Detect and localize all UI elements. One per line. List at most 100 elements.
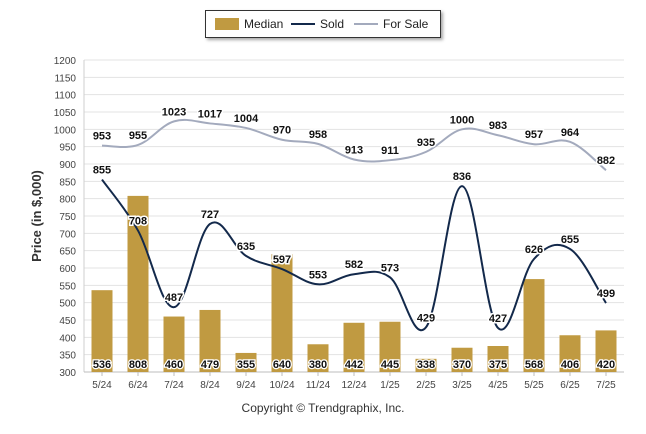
median-bar-10/24: [271, 254, 293, 372]
legend-sold-label: Sold: [320, 17, 344, 31]
sold-value-label-10/24: 597: [273, 254, 291, 266]
y-tick-label-300: 300: [59, 368, 76, 379]
median-value-label-12/24: 442: [345, 359, 363, 371]
y-tick-label-850: 850: [59, 177, 76, 188]
sold-value-label-7/24: 487: [165, 292, 183, 304]
x-tick-label-9/24: 9/24: [236, 380, 256, 391]
median-bar-3/25: [451, 347, 473, 372]
sold-value-label-5/24: 855: [93, 165, 111, 177]
x-tick-label-8/24: 8/24: [200, 380, 220, 391]
sold-value-label-8/24: 727: [201, 209, 219, 221]
y-tick-label-1100: 1100: [54, 91, 76, 102]
median-bar-7/24: [163, 316, 185, 372]
median-bar-2/25: [415, 358, 437, 372]
sold-value-label-3/25: 836: [453, 171, 471, 183]
legend-for-sale-label: For Sale: [383, 17, 429, 31]
sold-value-label-12/24: 582: [345, 259, 363, 271]
x-tick-label-5/25: 5/25: [524, 380, 544, 391]
x-tick-label-12/24: 12/24: [341, 380, 366, 391]
legend-median-swatch: [215, 18, 239, 30]
sold-value-label-1/25: 573: [381, 262, 399, 274]
y-tick-label-1050: 1050: [54, 108, 77, 119]
legend-median-label: Median: [244, 17, 283, 31]
median-value-label-10/24: 640: [273, 359, 291, 371]
y-tick-label-950: 950: [59, 143, 76, 154]
x-tick-label-1/25: 1/25: [380, 380, 400, 391]
median-value-label-4/25: 375: [489, 359, 507, 371]
for-sale-value-label-6/24: 955: [129, 130, 147, 142]
y-tick-label-900: 900: [59, 160, 76, 171]
median-value-label-2/25: 338: [417, 359, 435, 371]
sold-value-label-5/25: 626: [525, 244, 543, 256]
x-tick-label-7/25: 7/25: [596, 380, 616, 391]
for-sale-value-label-10/24: 970: [273, 125, 291, 137]
median-value-label-7/25: 420: [597, 359, 615, 371]
for-sale-value-label-8/24: 1017: [198, 108, 222, 120]
x-tick-label-4/25: 4/25: [488, 380, 508, 391]
for-sale-value-label-11/24: 958: [309, 129, 327, 141]
sold-value-label-9/24: 635: [237, 241, 255, 253]
median-value-label-11/24: 380: [309, 359, 327, 371]
sold-value-label-7/25: 499: [597, 288, 615, 300]
median-value-label-5/25: 568: [525, 359, 543, 371]
x-tick-label-10/24: 10/24: [269, 380, 294, 391]
median-bar-11/24: [307, 344, 329, 372]
median-bar-8/24: [199, 309, 221, 372]
legend-box: [205, 10, 441, 38]
y-tick-label-450: 450: [59, 316, 76, 327]
x-tick-label-7/24: 7/24: [164, 380, 184, 391]
median-value-label-9/24: 355: [237, 359, 255, 371]
median-bar-12/24: [343, 322, 365, 372]
for-sale-value-label-9/24: 1004: [234, 113, 259, 125]
for-sale-value-label-1/25: 911: [381, 145, 399, 157]
y-tick-label-650: 650: [59, 247, 76, 258]
sold-value-label-6/24: 708: [129, 216, 147, 228]
for-sale-value-label-7/25: 882: [597, 155, 615, 167]
sold-value-label-11/24: 553: [309, 269, 327, 281]
median-bar-5/24: [91, 290, 113, 372]
for-sale-value-label-7/24: 1023: [162, 106, 186, 118]
x-tick-label-6/24: 6/24: [128, 380, 148, 391]
for-sale-value-label-6/25: 964: [561, 127, 580, 139]
for-sale-value-label-2/25: 935: [417, 137, 435, 149]
median-value-label-3/25: 370: [453, 359, 471, 371]
y-tick-label-600: 600: [59, 264, 76, 275]
x-tick-label-2/25: 2/25: [416, 380, 436, 391]
y-tick-label-750: 750: [59, 212, 76, 223]
median-bar-1/25: [379, 321, 401, 372]
for-sale-line: [101, 118, 607, 172]
sold-value-label-2/25: 429: [417, 312, 435, 324]
y-tick-label-800: 800: [59, 195, 76, 206]
y-tick-label-1150: 1150: [54, 73, 76, 84]
y-tick-label-1200: 1200: [54, 56, 77, 67]
for-sale-value-label-3/25: 1000: [450, 114, 474, 126]
x-tick-label-5/24: 5/24: [92, 380, 112, 391]
median-value-label-5/24: 536: [93, 359, 111, 371]
sold-line: [101, 179, 607, 332]
median-value-label-8/24: 479: [201, 359, 219, 371]
y-tick-label-550: 550: [59, 281, 76, 292]
y-tick-label-500: 500: [59, 299, 76, 310]
for-sale-value-label-5/25: 957: [525, 129, 543, 141]
y-axis-label: Price (in $,000): [29, 170, 44, 262]
x-tick-label-11/24: 11/24: [306, 380, 331, 391]
for-sale-value-label-4/25: 983: [489, 120, 507, 132]
y-tick-label-1000: 1000: [54, 125, 77, 136]
median-value-label-7/24: 460: [165, 359, 183, 371]
y-tick-label-400: 400: [59, 333, 76, 344]
for-sale-value-label-5/24: 953: [93, 131, 111, 143]
median-value-label-1/25: 445: [381, 359, 399, 371]
median-value-label-6/25: 406: [561, 359, 579, 371]
for-sale-value-label-12/24: 913: [345, 144, 363, 156]
median-bar-5/25: [523, 279, 545, 372]
median-value-label-6/24: 808: [129, 359, 147, 371]
median-bar-9/24: [235, 352, 257, 372]
median-bar-6/25: [559, 335, 581, 372]
median-bar-7/25: [595, 330, 617, 372]
median-bar-4/25: [487, 346, 509, 372]
sold-value-label-4/25: 427: [489, 313, 507, 325]
x-tick-label-6/25: 6/25: [560, 380, 580, 391]
sold-value-label-6/25: 655: [561, 234, 579, 246]
x-tick-label-3/25: 3/25: [452, 380, 472, 391]
